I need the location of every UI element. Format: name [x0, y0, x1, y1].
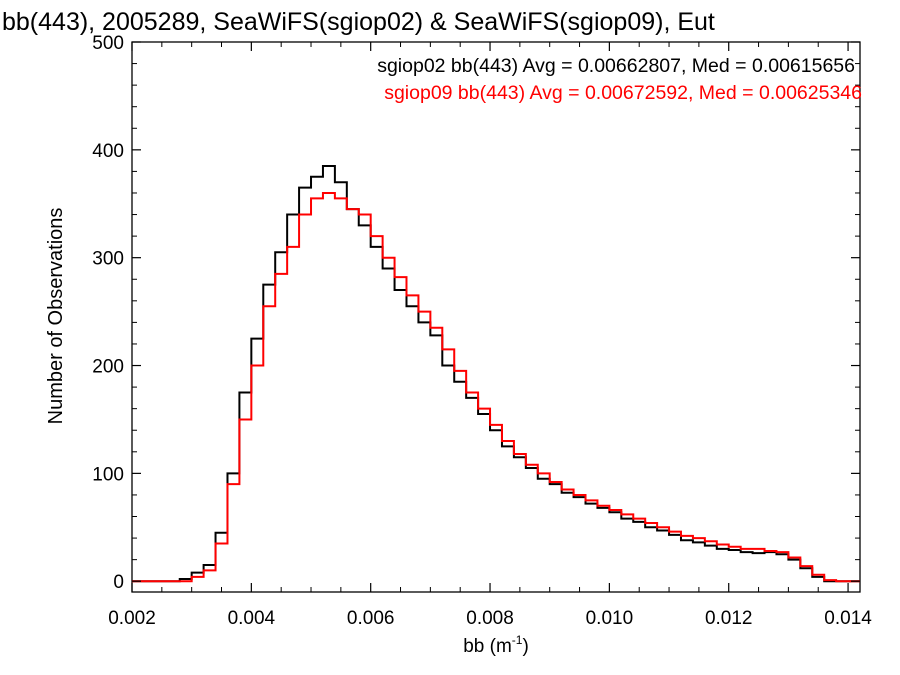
y-tick-label: 500 [92, 33, 124, 54]
x-tick-label: 0.006 [347, 608, 395, 629]
y-tick-label: 300 [92, 249, 124, 270]
y-axis-label: Number of Observations [45, 208, 67, 425]
annotation-sgiop09: sgiop09 bb(443) Avg = 0.00672592, Med = … [384, 82, 862, 104]
x-axis-label-main: bb (m [463, 636, 512, 657]
chart-title: bb(443), 2005289, SeaWiFS(sgiop02) & Sea… [2, 8, 715, 36]
x-tick-label: 0.014 [824, 608, 872, 629]
x-tick-label: 0.004 [228, 608, 276, 629]
series-sgiop02 [132, 165, 860, 583]
x-tick-label: 0.002 [108, 608, 156, 629]
axis-ticks: 0.002 0.004 0.006 0.008 0.010 0.012 0.014 0 100 2… [92, 33, 872, 629]
plot-area [131, 41, 861, 593]
y-tick-label: 0 [113, 572, 124, 593]
x-axis-label: bb (m-1) [463, 633, 529, 657]
annotation-sgiop02: sgiop02 bb(443) Avg = 0.00662807, Med = … [377, 55, 855, 77]
series-sgiop09 [132, 191, 860, 583]
series-layer [132, 165, 860, 583]
x-tick-label: 0.010 [586, 608, 634, 629]
x-tick-label: 0.008 [466, 608, 514, 629]
y-tick-label: 100 [92, 464, 124, 485]
x-axis-label-sup: -1 [512, 633, 523, 647]
y-tick-label: 200 [92, 357, 124, 378]
x-tick-label: 0.012 [705, 608, 753, 629]
y-tick-label: 400 [92, 141, 124, 162]
x-axis-label-close: ) [522, 636, 528, 657]
